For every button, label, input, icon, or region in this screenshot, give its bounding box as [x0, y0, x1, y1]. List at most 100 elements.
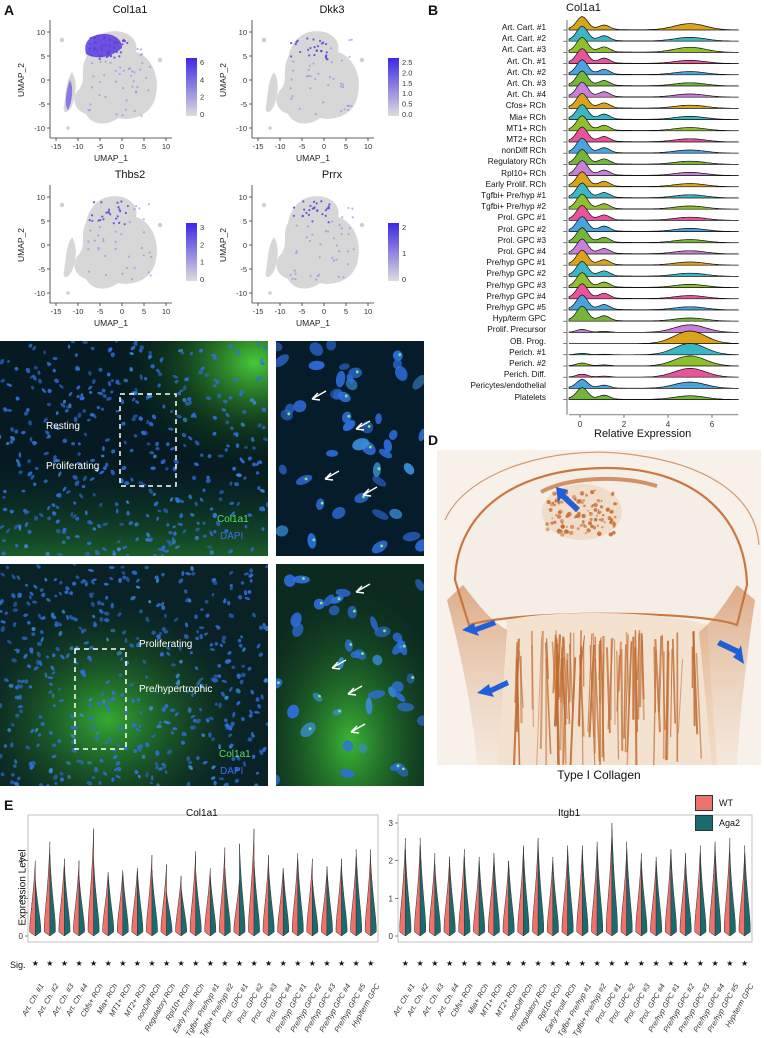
ridge-row-label: Prol. GPC #3 — [426, 237, 546, 245]
color-scale-tick: 0 — [200, 275, 204, 284]
umap-xtick: 0 — [120, 307, 124, 316]
panel-label-d: D — [428, 432, 438, 448]
umap-xtick: 5 — [142, 142, 146, 151]
color-scale — [186, 223, 197, 281]
ridge-row-label: Pericytes/endothelial — [426, 382, 546, 390]
violin-ytick: 2 — [389, 857, 394, 866]
umap-ytick: 10 — [239, 193, 247, 202]
umap-ytick: 0 — [41, 241, 45, 250]
ridge-density — [569, 356, 738, 366]
umap-xtick: -5 — [97, 307, 104, 316]
label-resting: Resting — [46, 421, 80, 432]
ridge-row-label: Pre/hyp GPC #5 — [426, 304, 546, 312]
ridge-row-label: Pre/hyp GPC #4 — [426, 293, 546, 301]
color-scale-tick: 4 — [200, 75, 204, 84]
umap-xtick: 10 — [162, 307, 170, 316]
ridge-density — [569, 379, 738, 388]
ridge-row-label: Prol. GPC #4 — [426, 248, 546, 256]
umap-ytick: -10 — [236, 289, 247, 298]
color-scale — [388, 58, 399, 116]
umap-ytick: 5 — [41, 217, 45, 226]
umap-ytick: -5 — [240, 100, 247, 109]
color-scale-tick: 2 — [200, 93, 204, 102]
umap-xtick: 0 — [120, 142, 124, 151]
umap-ytick: 0 — [243, 241, 247, 250]
ridge-row-label: Early Prolif. RCh — [426, 181, 546, 189]
violin-title-itgb1: Itgb1 — [558, 808, 580, 819]
ridge-xtick: 0 — [578, 420, 583, 429]
umap-xlabel: UMAP_1 — [296, 318, 330, 328]
ridge-row-label: Regulatory RCh — [426, 158, 546, 166]
ridge-xlabel: Relative Expression — [594, 428, 691, 440]
umap-xlabel: UMAP_1 — [296, 153, 330, 163]
umap-ylabel: UMAP_2 — [16, 63, 26, 97]
umap-ytick: 10 — [239, 28, 247, 37]
umap-xtick: -15 — [51, 142, 62, 151]
umap-ytick: 10 — [37, 193, 45, 202]
ridge-row-label: Prolif. Precursor — [426, 326, 546, 334]
umap-xtick: 5 — [344, 142, 348, 151]
ridge-row-label: Art. Ch. #3 — [426, 80, 546, 88]
umap-xtick: -5 — [97, 142, 104, 151]
ridge-density — [569, 325, 738, 333]
umap-ylabel: UMAP_2 — [218, 63, 228, 97]
color-scale-tick: 0 — [200, 110, 204, 119]
ridge-row-label: Pre/hyp GPC #2 — [426, 270, 546, 278]
ridge-density — [569, 368, 738, 377]
color-scale-tick: 0 — [402, 275, 406, 284]
color-scale-tick: 1.5 — [402, 79, 412, 88]
legend-swatch-wt — [695, 795, 713, 811]
ridge-row-label: Perich. #1 — [426, 349, 546, 357]
umap-ytick: 0 — [243, 76, 247, 85]
ridge-density — [569, 388, 738, 400]
color-scale-tick: 6 — [200, 58, 204, 67]
label-prehypertrophic: Pre/hypertrophic — [139, 684, 212, 695]
histology-caption: Type I Collagen — [437, 768, 761, 782]
umap-ytick: -5 — [38, 100, 45, 109]
violin-title-col1a1: Col1a1 — [186, 808, 218, 819]
umap-xlabel: UMAP_1 — [94, 153, 128, 163]
umap-xtick: -10 — [275, 307, 286, 316]
violin-legend: WT Aga2 — [695, 795, 755, 831]
umap-ylabel: UMAP_2 — [16, 228, 26, 262]
umap-xtick: 0 — [322, 307, 326, 316]
ridge-row-label: Mia+ RCh — [426, 114, 546, 122]
ridge-row-label: Art. Cart. #2 — [426, 35, 546, 43]
umap-ytick: -10 — [34, 124, 45, 133]
violin-ytick: 1 — [389, 894, 394, 903]
umap-xtick: 10 — [162, 142, 170, 151]
stain-col1a1-bottom: Col1a1 — [219, 749, 251, 760]
label-proliferating-bottom: Proliferating — [139, 639, 192, 650]
ridge-row-label: Pre/hyp GPC #1 — [426, 259, 546, 267]
ridge-row-label: Pre/hyp GPC #3 — [426, 282, 546, 290]
color-scale-tick: 2 — [402, 223, 406, 232]
color-scale-tick: 2.0 — [402, 68, 412, 77]
umap-xtick: -10 — [73, 307, 84, 316]
ridge-row-label: Rpl10+ RCh — [426, 170, 546, 178]
microscopy-c-top-right — [276, 341, 424, 556]
ridge-row-label: Perich. Diff. — [426, 371, 546, 379]
ridge-xtick: 6 — [710, 420, 715, 429]
legend-label-aga2: Aga2 — [719, 818, 740, 828]
umap-xtick: 10 — [364, 142, 372, 151]
umap-xtick: -5 — [299, 142, 306, 151]
ridge-row-label: MT1+ RCh — [426, 125, 546, 133]
ridge-density — [569, 16, 738, 30]
color-scale-tick: 1.0 — [402, 89, 412, 98]
ridge-row-label: OB. Prog. — [426, 338, 546, 346]
umap-xlabel: UMAP_1 — [94, 318, 128, 328]
umap-ytick: -5 — [38, 265, 45, 274]
umap-ytick: 5 — [41, 52, 45, 61]
umap-ytick: -10 — [34, 289, 45, 298]
ridge-row-label: Cfos+ RCh — [426, 102, 546, 110]
ridge-density — [569, 344, 738, 355]
umap-xtick: 5 — [344, 307, 348, 316]
ridge-row-label: Platelets — [426, 394, 546, 402]
ridge-row-label: Art. Cart. #3 — [426, 46, 546, 54]
color-scale-tick: 2.5 — [402, 58, 412, 67]
color-scale-tick: 0.0 — [402, 110, 412, 119]
